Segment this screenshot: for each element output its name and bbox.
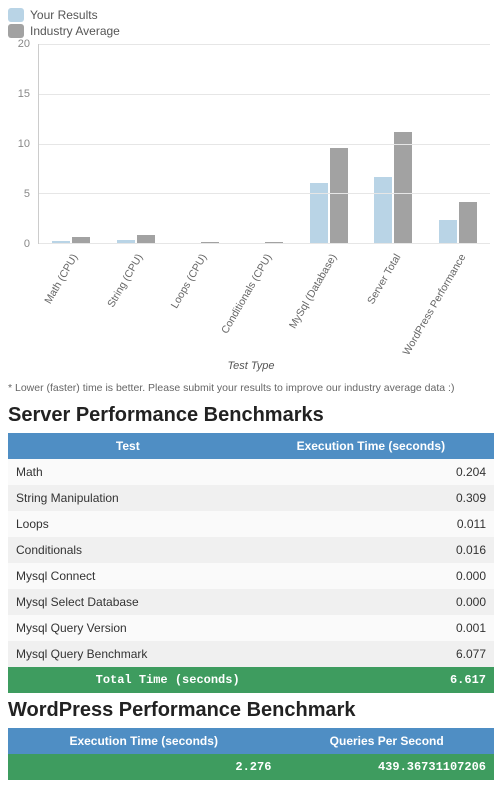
y-tick-label: 0 [8, 238, 34, 250]
x-label: String (CPU) [103, 246, 168, 354]
bar-industry [459, 202, 477, 243]
chart-legend: Your Results Industry Average [8, 8, 494, 38]
wp-value-cell: 2.276 [8, 754, 279, 780]
y-tick-label: 10 [8, 138, 34, 150]
table-row: Mysql Select Database0.000 [8, 589, 494, 615]
gridline [39, 243, 490, 244]
y-tick-label: 15 [8, 88, 34, 100]
wp-value-cell: 439.36731107206 [279, 754, 494, 780]
gridline [39, 44, 490, 45]
y-axis: 05101520 [8, 44, 34, 244]
test-value-cell: 0.000 [248, 563, 494, 589]
bar-industry [394, 132, 412, 243]
x-label: WordPress Performance [425, 246, 490, 354]
legend-label: Your Results [30, 8, 98, 22]
test-name-cell: Mysql Connect [8, 563, 248, 589]
wp-benchmark-heading: WordPress Performance Benchmark [8, 699, 494, 722]
table-header: Execution Time (seconds) [248, 433, 494, 459]
legend-item-your-results: Your Results [8, 8, 494, 22]
gridline [39, 193, 490, 194]
test-name-cell: Mysql Query Version [8, 615, 248, 641]
test-name-cell: Mysql Select Database [8, 589, 248, 615]
test-name-cell: String Manipulation [8, 485, 248, 511]
table-row: Math0.204 [8, 459, 494, 485]
test-value-cell: 6.077 [248, 641, 494, 667]
test-name-cell: Conditionals [8, 537, 248, 563]
gridline [39, 144, 490, 145]
legend-item-industry-average: Industry Average [8, 24, 494, 38]
test-value-cell: 0.001 [248, 615, 494, 641]
table-row: Mysql Query Version0.001 [8, 615, 494, 641]
benchmark-bar-chart: 05101520 Math (CPU)String (CPU)Loops (CP… [8, 44, 494, 354]
x-axis-title: Test Type [8, 360, 494, 372]
bar-your [374, 177, 392, 243]
x-label: Conditionals (CPU) [232, 246, 297, 354]
y-tick-label: 20 [8, 38, 34, 50]
table-row: Mysql Query Benchmark6.077 [8, 641, 494, 667]
wp-benchmark-table: Execution Time (seconds)Queries Per Seco… [8, 728, 494, 780]
gridline [39, 94, 490, 95]
test-value-cell: 0.000 [248, 589, 494, 615]
legend-swatch [8, 8, 24, 22]
bar-your [439, 220, 457, 243]
server-benchmarks-table: TestExecution Time (seconds) Math0.204St… [8, 433, 494, 693]
table-header: Test [8, 433, 248, 459]
bar-industry [137, 235, 155, 243]
x-label: Loops (CPU) [167, 246, 232, 354]
legend-label: Industry Average [30, 24, 120, 38]
x-label: Math (CPU) [38, 246, 103, 354]
test-name-cell: Loops [8, 511, 248, 537]
test-value-cell: 0.016 [248, 537, 494, 563]
test-name-cell: Mysql Query Benchmark [8, 641, 248, 667]
table-header: Execution Time (seconds) [8, 728, 279, 754]
test-value-cell: 0.011 [248, 511, 494, 537]
x-label: MySql (Database) [296, 246, 361, 354]
y-tick-label: 5 [8, 188, 34, 200]
plot-area [38, 44, 490, 244]
bar-industry [330, 148, 348, 243]
total-label: Total Time (seconds) [8, 667, 248, 693]
test-value-cell: 0.204 [248, 459, 494, 485]
x-axis-labels: Math (CPU)String (CPU)Loops (CPU)Conditi… [38, 246, 490, 354]
legend-swatch [8, 24, 24, 38]
table-row: Mysql Connect0.000 [8, 563, 494, 589]
chart-footnote: * Lower (faster) time is better. Please … [8, 382, 494, 394]
total-value: 6.617 [248, 667, 494, 693]
table-row: Conditionals0.016 [8, 537, 494, 563]
table-row: Loops0.011 [8, 511, 494, 537]
server-benchmarks-heading: Server Performance Benchmarks [8, 404, 494, 427]
table-row: String Manipulation0.309 [8, 485, 494, 511]
test-name-cell: Math [8, 459, 248, 485]
table-header: Queries Per Second [279, 728, 494, 754]
test-value-cell: 0.309 [248, 485, 494, 511]
bar-your [310, 183, 328, 243]
